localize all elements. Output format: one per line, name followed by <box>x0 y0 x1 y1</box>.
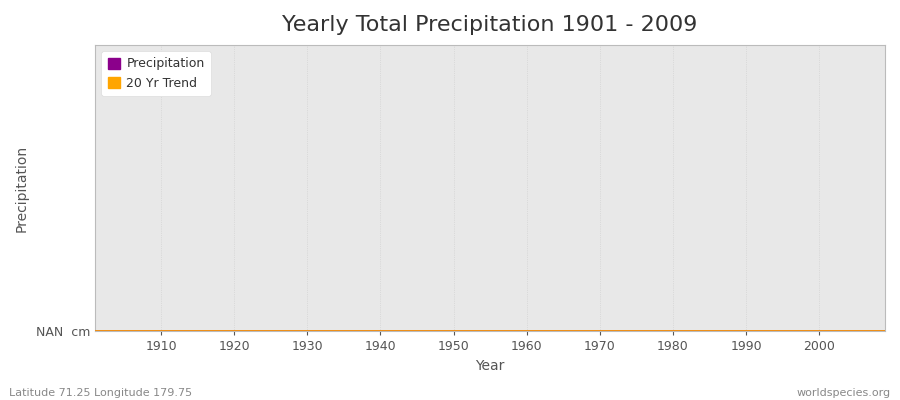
Legend: Precipitation, 20 Yr Trend: Precipitation, 20 Yr Trend <box>102 51 211 96</box>
Text: worldspecies.org: worldspecies.org <box>796 388 891 398</box>
Y-axis label: Precipitation: Precipitation <box>15 144 29 232</box>
Title: Yearly Total Precipitation 1901 - 2009: Yearly Total Precipitation 1901 - 2009 <box>283 15 698 35</box>
X-axis label: Year: Year <box>475 359 505 373</box>
Text: Latitude 71.25 Longitude 179.75: Latitude 71.25 Longitude 179.75 <box>9 388 192 398</box>
